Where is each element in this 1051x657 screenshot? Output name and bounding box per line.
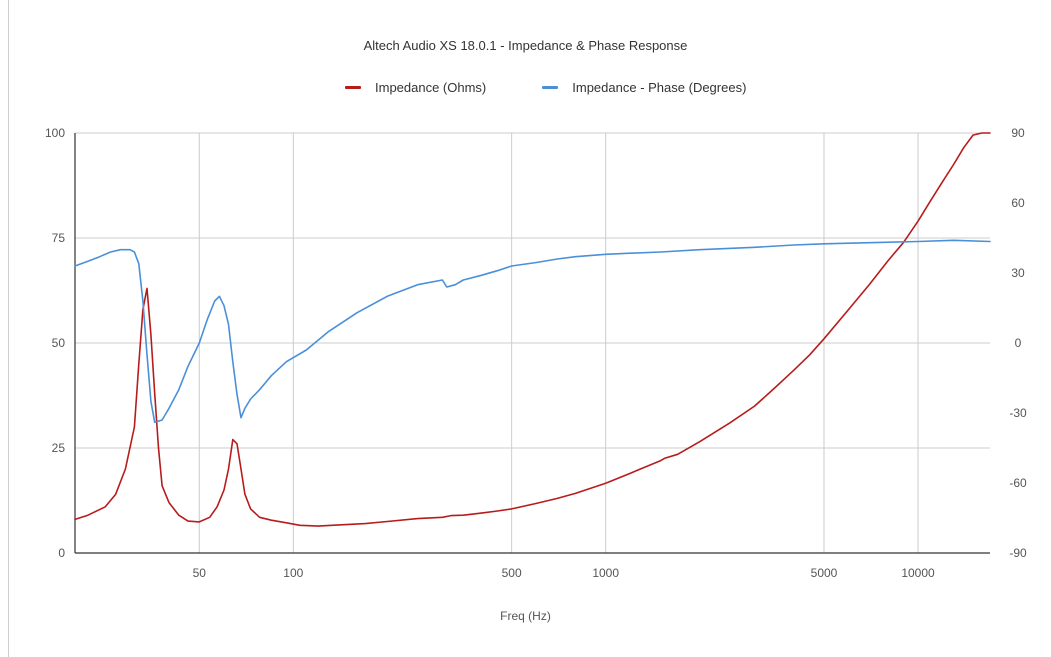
y-left-tick-label: 75 bbox=[52, 231, 66, 245]
x-tick-label: 500 bbox=[502, 566, 522, 580]
y-right-tick-label: -30 bbox=[1009, 406, 1027, 420]
y-left-tick-label: 100 bbox=[45, 126, 65, 140]
y-right-tick-label: 0 bbox=[1015, 336, 1022, 350]
impedance-line bbox=[75, 133, 990, 526]
y-right-tick-label: 60 bbox=[1011, 196, 1025, 210]
grid-lines bbox=[75, 133, 990, 553]
x-tick-label: 100 bbox=[283, 566, 303, 580]
x-tick-label: 5000 bbox=[811, 566, 838, 580]
x-tick-label: 10000 bbox=[901, 566, 935, 580]
y-right-tick-label: -60 bbox=[1009, 476, 1027, 490]
y-right-tick-label: -90 bbox=[1009, 546, 1027, 560]
x-tick-label: 1000 bbox=[592, 566, 619, 580]
y-right-tick-label: 90 bbox=[1011, 126, 1025, 140]
y-left-tick-label: 25 bbox=[52, 441, 66, 455]
y-left-tick-label: 0 bbox=[58, 546, 65, 560]
phase-line bbox=[75, 240, 990, 422]
x-tick-labels: 50 100 500 1000 5000 10000 bbox=[193, 566, 935, 580]
right-tick-labels: -90 -60 -30 0 30 60 90 bbox=[1009, 126, 1027, 560]
y-left-tick-label: 50 bbox=[52, 336, 66, 350]
x-tick-label: 50 bbox=[193, 566, 207, 580]
y-right-tick-label: 30 bbox=[1011, 266, 1025, 280]
series-lines bbox=[75, 133, 990, 526]
x-axis-label: Freq (Hz) bbox=[0, 609, 1051, 623]
left-tick-labels: 0 25 50 75 100 bbox=[45, 126, 65, 560]
